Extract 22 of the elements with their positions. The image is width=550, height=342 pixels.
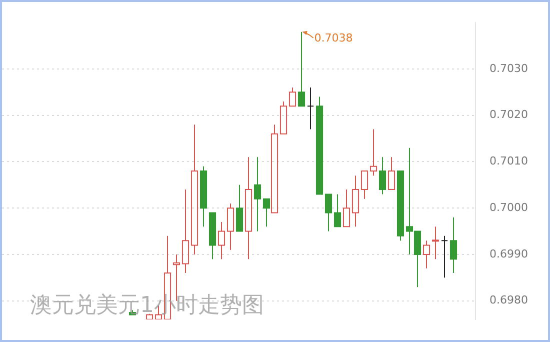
y-tick-label: 0.7000 — [490, 200, 528, 214]
candlestick — [342, 189, 350, 228]
y-tick-label: 0.7010 — [490, 154, 528, 168]
candlestick — [352, 175, 360, 228]
y-tick-label: 0.6980 — [490, 294, 528, 307]
candlestick — [422, 240, 430, 269]
candlestick — [218, 222, 226, 260]
annotation: 0.7038 — [314, 32, 353, 45]
candlestick — [360, 170, 368, 200]
candlestick — [306, 87, 314, 130]
candlestick — [370, 128, 378, 176]
y-tick-label: 0.7020 — [490, 108, 528, 122]
candlestick — [244, 156, 252, 260]
candlestick — [432, 226, 440, 260]
y-tick-label: 0.7030 — [490, 62, 528, 75]
candlestick — [182, 189, 190, 274]
candlestick — [226, 202, 234, 250]
candlestick — [388, 156, 396, 190]
candlestick — [440, 235, 448, 278]
candlestick — [190, 124, 198, 255]
candlestick — [270, 124, 278, 214]
y-tick-label: 0.6990 — [490, 247, 528, 260]
